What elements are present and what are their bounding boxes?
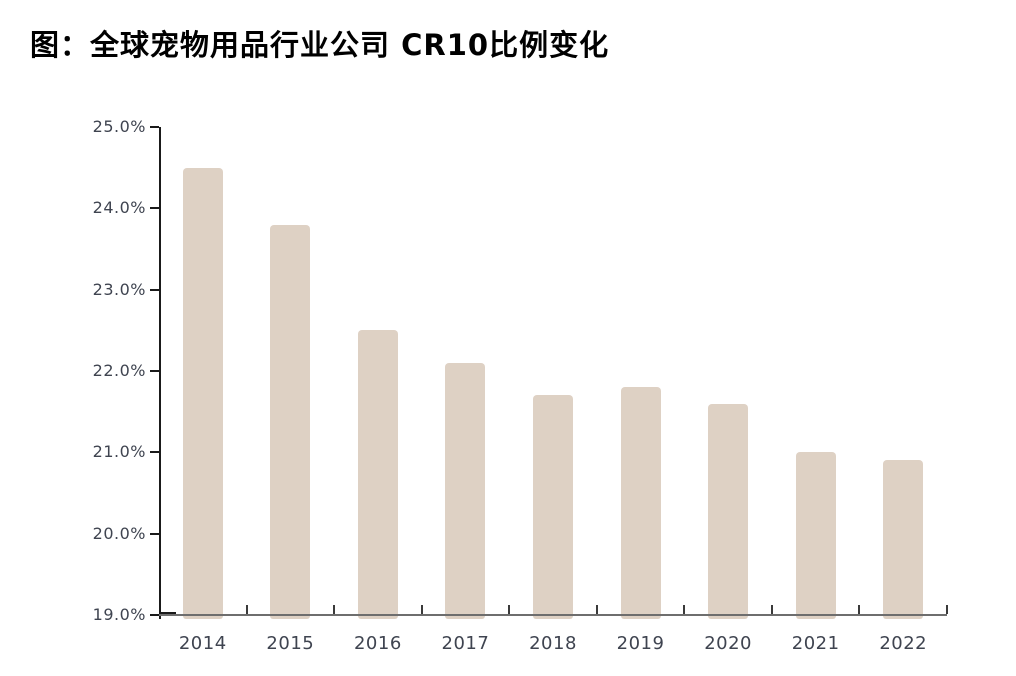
y-axis-tick-label: 19.0% [92, 605, 146, 624]
x-axis-tick [683, 605, 686, 614]
bar-2022 [883, 460, 924, 619]
x-axis-label-2017: 2017 [441, 633, 490, 654]
bar-2019 [620, 387, 661, 619]
y-axis-tick [150, 288, 159, 291]
y-axis-tick [150, 370, 159, 372]
bar-2014 [182, 167, 223, 619]
y-axis-tick [150, 614, 159, 616]
y-axis-tick-label: 25.0% [92, 117, 146, 136]
y-axis-tick [150, 207, 159, 210]
x-axis-tick [508, 605, 511, 614]
x-axis-tick [946, 605, 948, 614]
x-axis-tick [420, 605, 423, 614]
y-axis-tick-label: 21.0% [92, 442, 146, 462]
axis-corner [159, 612, 176, 615]
x-axis-label-2020: 2020 [704, 633, 753, 654]
bar-2016 [357, 330, 398, 619]
bar-2018 [533, 395, 573, 619]
bar-2015 [270, 224, 311, 619]
y-axis-tick [150, 451, 159, 454]
x-axis-label-2021: 2021 [791, 633, 840, 654]
x-axis-label-2022: 2022 [879, 633, 928, 654]
y-axis-tick-label: 24.0% [92, 198, 146, 218]
y-axis-tick-label: 20.0% [92, 523, 146, 543]
x-axis-tick [333, 605, 336, 614]
x-axis-label-2014: 2014 [178, 633, 227, 654]
y-axis-line [159, 127, 161, 619]
chart-title: 图：全球宠物用品行业公司 CR10比例变化 [30, 28, 610, 62]
x-axis-label-2016: 2016 [353, 633, 402, 654]
x-axis-tick [245, 605, 248, 614]
x-axis-label-2018: 2018 [529, 633, 577, 654]
y-axis-tick [150, 126, 159, 128]
y-axis-tick-label: 23.0% [92, 279, 146, 299]
y-axis-tick [150, 532, 159, 535]
x-axis-tick [770, 605, 773, 614]
x-axis-tick [858, 605, 861, 614]
x-axis-line [159, 614, 947, 616]
y-axis-tick-label: 22.0% [92, 361, 146, 380]
bar-2020 [708, 403, 749, 619]
x-axis-tick [595, 605, 598, 614]
bar-2021 [795, 452, 836, 619]
x-axis-label-2019: 2019 [616, 633, 665, 654]
x-axis-label-2015: 2015 [266, 633, 315, 654]
bar-2017 [445, 362, 486, 619]
